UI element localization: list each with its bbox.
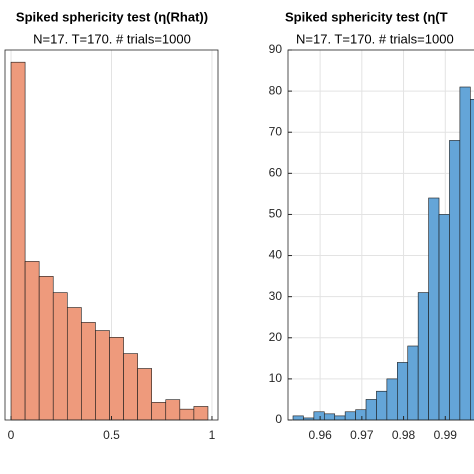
bar [38,276,54,421]
y-tick-label: 70 [269,124,283,138]
bar [24,261,40,421]
bar [397,362,409,421]
bar [151,402,167,421]
y-tick-label: 30 [269,289,283,303]
y-tick-label: 50 [269,207,283,221]
bar [123,353,138,421]
axes-box [287,49,474,421]
bar [81,322,96,421]
chart-subtitle: N=17. T=170. # trials=1000 [296,31,454,46]
chart-title: Spiked sphericity test (η(T [285,9,448,24]
bar [292,415,304,421]
bar [179,408,195,421]
bar [165,399,181,421]
chart-subtitle: N=17. T=170. # trials=1000 [33,31,191,46]
bar [428,197,440,421]
bar [10,61,26,421]
y-tick-label: 90 [269,42,283,56]
y-tick-label: 20 [269,330,283,344]
bar [365,399,377,421]
bar [470,99,474,421]
bar [193,406,209,421]
bar [137,368,152,421]
bar [313,411,325,421]
bar [407,345,419,421]
y-tick-label: 60 [269,166,283,180]
x-tick-label: 0.96 [308,428,332,442]
x-tick-label: 0.5 [103,428,120,442]
bar [355,409,367,421]
bar [459,86,471,421]
bar [417,292,429,421]
x-tick-label: 0.97 [350,428,374,442]
bar [323,413,336,421]
x-tick-label: 0.98 [392,428,416,442]
bar [344,411,356,421]
bar [386,378,398,421]
bar [334,415,346,421]
bar [109,337,124,421]
y-tick-label: 40 [269,248,283,262]
y-tick-label: 10 [269,371,283,385]
bar [95,330,110,421]
bar [449,140,461,421]
x-tick-label: 0 [8,428,15,442]
x-tick-label: 0.99 [434,428,458,442]
bar [438,214,450,421]
bar [52,292,68,421]
y-tick-label: 0 [275,412,282,426]
y-tick-label: 80 [269,83,283,97]
bar [376,390,388,421]
chart-title: Spiked sphericity test (η(Rhat)) [16,9,208,24]
x-tick-label: 1 [209,428,216,442]
bar [66,307,82,421]
